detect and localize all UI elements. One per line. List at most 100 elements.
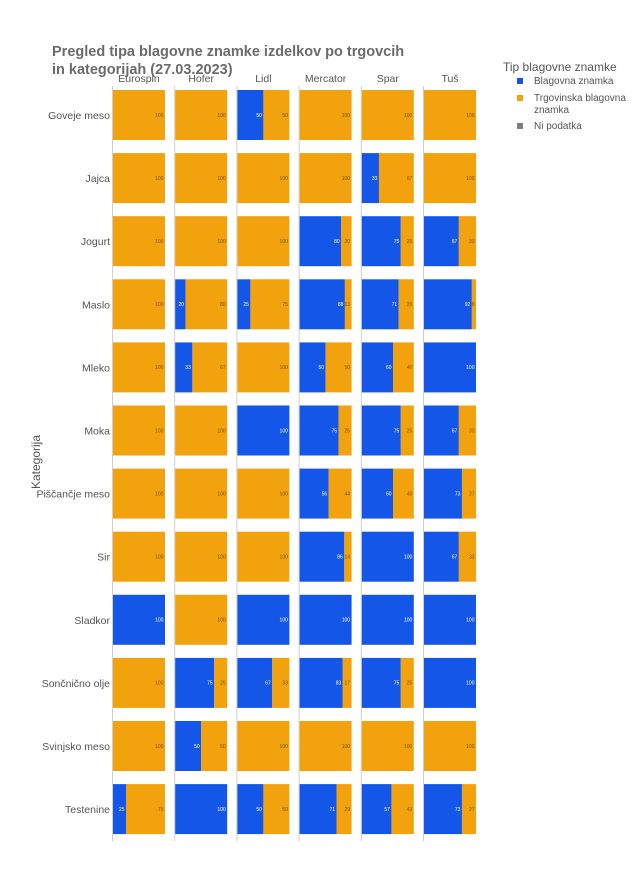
bar-value-label: 100 <box>155 239 164 245</box>
bar-value-label: 100 <box>217 807 226 813</box>
bar-value-label: 75 <box>394 428 400 434</box>
bar-value-label: 100 <box>155 428 164 434</box>
bar-blagovna-znamka <box>424 784 462 835</box>
bar-blagovna-znamka <box>299 405 339 456</box>
bar-value-label: 100 <box>217 618 226 624</box>
bar-value-label: 50 <box>256 113 262 119</box>
bar-blagovna-znamka <box>361 153 379 204</box>
bar-blagovna-znamka <box>361 594 414 645</box>
bar-trgovinska-blagovna-znamka <box>458 531 476 582</box>
bar-value-label: 75 <box>282 302 288 308</box>
bar-blagovna-znamka <box>113 594 165 645</box>
legend-item-label: Blagovna znamka <box>534 76 614 87</box>
bar-trgovinska-blagovna-znamka <box>237 721 290 771</box>
bar-trgovinska-blagovna-znamka <box>341 216 352 267</box>
bar-value-label: 50 <box>220 744 226 750</box>
bar-value-label: 25 <box>220 681 226 687</box>
bar-trgovinska-blagovna-znamka <box>424 153 476 204</box>
bar-value-label: 50 <box>282 807 288 813</box>
row-label: Svinjsko meso <box>42 741 110 753</box>
bar-value-label: 33 <box>282 681 288 687</box>
bar-trgovinska-blagovna-znamka <box>175 594 228 645</box>
bar-value-label: 33 <box>469 239 475 245</box>
column-label: Hofer <box>188 73 214 85</box>
bar-value-label: 67 <box>452 239 458 245</box>
bar-value-label: 25 <box>407 428 413 434</box>
bar-trgovinska-blagovna-znamka <box>175 153 228 204</box>
bar-value-label: 100 <box>280 618 289 624</box>
bar-value-label: 88 <box>338 302 344 308</box>
bar-trgovinska-blagovna-znamka <box>113 531 165 582</box>
bar-trgovinska-blagovna-znamka <box>237 153 290 204</box>
bar-value-label: 100 <box>404 744 413 750</box>
y-axis-label: Kategorija <box>29 435 43 489</box>
bar-value-label: 43 <box>407 807 413 813</box>
bar-blagovna-znamka <box>361 657 401 708</box>
bar-value-label: 27 <box>469 491 475 497</box>
bar-trgovinska-blagovna-znamka <box>263 784 290 835</box>
bar-value-label: 75 <box>394 681 400 687</box>
legend-swatch <box>517 78 523 84</box>
bar-blagovna-znamka <box>361 216 401 267</box>
bar-value-label: 75 <box>332 428 338 434</box>
row-label: Mleko <box>82 362 110 374</box>
bar-trgovinska-blagovna-znamka <box>237 531 290 582</box>
bar-trgovinska-blagovna-znamka <box>328 468 352 519</box>
bar-trgovinska-blagovna-znamka <box>126 784 165 835</box>
bar-trgovinska-blagovna-znamka <box>336 784 352 835</box>
bar-value-label: 20 <box>345 239 351 245</box>
bar-blagovna-znamka <box>361 405 401 456</box>
bar-trgovinska-blagovna-znamka <box>393 342 414 393</box>
bar-blagovna-znamka <box>237 90 264 140</box>
bar-value-label: 83 <box>336 681 342 687</box>
bar-trgovinska-blagovna-znamka <box>113 279 165 330</box>
bar-value-label: 100 <box>217 491 226 497</box>
bar-blagovna-znamka <box>175 342 193 393</box>
bar-trgovinska-blagovna-znamka <box>325 342 352 393</box>
column-label: Lidl <box>255 73 271 85</box>
bar-value-label: 100 <box>466 744 475 750</box>
bar-blagovna-znamka <box>237 279 251 330</box>
bar-blagovna-znamka <box>361 342 393 393</box>
bar-trgovinska-blagovna-znamka <box>175 90 228 140</box>
bar-trgovinska-blagovna-znamka <box>237 216 290 267</box>
bar-value-label: 33 <box>185 365 191 371</box>
bar-value-label: 67 <box>407 176 413 182</box>
bar-trgovinska-blagovna-znamka <box>424 90 476 140</box>
bar-value-label: 100 <box>280 365 289 371</box>
bar-blagovna-znamka <box>175 279 186 330</box>
bar-value-label: 100 <box>342 176 351 182</box>
bar-value-label: 33 <box>469 428 475 434</box>
legend[interactable]: Tip blagovne znamke Blagovna znamka Trgov… <box>503 60 626 132</box>
bar-blagovna-znamka <box>299 279 345 330</box>
bar-value-label: 100 <box>466 365 475 371</box>
bar-value-label: 14 <box>345 555 351 561</box>
bar-blagovna-znamka <box>361 468 393 519</box>
bar-trgovinska-blagovna-znamka <box>113 216 165 267</box>
row-label: Sir <box>97 552 110 564</box>
bar-value-label: 71 <box>329 807 335 813</box>
bar-trgovinska-blagovna-znamka <box>263 90 290 140</box>
bar-trgovinska-blagovna-znamka <box>344 531 352 582</box>
bar-value-label: 80 <box>220 302 226 308</box>
bar-value-label: 50 <box>345 365 351 371</box>
bar-trgovinska-blagovna-znamka <box>113 657 165 708</box>
bar-value-label: 100 <box>155 744 164 750</box>
bars-grid: 100 100 50 50 100 100 100 100 100 100 100 33 67 100 10… <box>112 86 476 842</box>
bar-blagovna-znamka <box>424 531 459 582</box>
bar-value-label: 100 <box>155 555 164 561</box>
bar-value-label: 100 <box>155 302 164 308</box>
bar-trgovinska-blagovna-znamka <box>342 657 352 708</box>
bar-value-label: 73 <box>455 807 461 813</box>
bar-trgovinska-blagovna-znamka <box>237 468 290 519</box>
row-label: Piščančje meso <box>36 489 110 501</box>
bar-value-label: 86 <box>337 555 343 561</box>
bar-value-label: 100 <box>404 555 413 561</box>
column-label: Spar <box>377 73 400 85</box>
bar-value-label: 100 <box>155 618 164 624</box>
bar-trgovinska-blagovna-znamka <box>471 279 476 330</box>
chart-title-line-2: in kategorijah (27.03.2023) <box>52 62 233 78</box>
bar-value-label: 29 <box>407 302 413 308</box>
bar-value-label: 75 <box>207 681 213 687</box>
bar-value-label: 100 <box>280 555 289 561</box>
